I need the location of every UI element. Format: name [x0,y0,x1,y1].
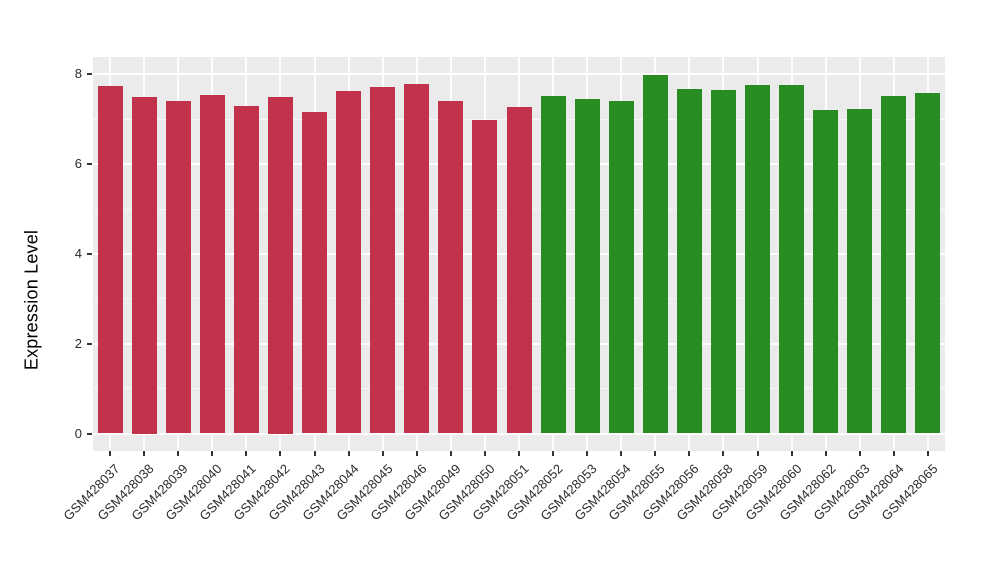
x-tick-GSM428062 [824,451,827,456]
x-tick-GSM428045 [381,451,384,456]
bar-GSM428041 [233,106,259,434]
x-tick-GSM428054 [620,451,623,456]
x-tick-GSM428063 [858,451,861,456]
bar-GSM428052 [540,95,566,434]
y-tick-0 [87,432,92,435]
x-tick-GSM428037 [109,451,112,456]
x-tick-GSM428064 [892,451,895,456]
bar-GSM428065 [915,93,941,434]
x-tick-GSM428051 [518,451,520,456]
x-tick-GSM428049 [449,451,452,456]
x-tick-GSM428065 [926,451,929,456]
x-tick-GSM428042 [279,451,282,456]
x-tick-GSM428059 [756,451,759,456]
bar-GSM428060 [779,85,805,434]
x-tick-GSM428053 [586,451,589,456]
x-tick-GSM428052 [552,451,555,456]
y-tick-2 [87,342,92,345]
y-tick-label-2: 2 [74,335,82,351]
bar-GSM428046 [404,84,430,434]
bar-GSM428054 [608,101,634,434]
x-tick-GSM428060 [790,451,793,456]
bar-GSM428039 [165,100,191,434]
y-tick-label-8: 8 [74,66,82,82]
bar-GSM428038 [131,96,157,434]
bar-GSM428056 [676,88,702,434]
bar-GSM428050 [472,119,498,434]
bar-GSM428058 [710,89,736,434]
bar-GSM428062 [813,110,839,434]
x-tick-GSM428055 [654,451,657,456]
x-tick-GSM428039 [177,451,180,456]
bar-GSM428043 [302,112,328,434]
y-tick-label-4: 4 [74,245,82,261]
x-tick-GSM428041 [245,451,248,456]
y-tick-label-0: 0 [74,425,82,441]
plot-panel [93,57,945,451]
bar-GSM428049 [438,101,464,434]
x-tick-GSM428058 [722,451,725,456]
x-tick-GSM428044 [347,451,350,456]
x-tick-GSM428040 [211,451,214,456]
y-tick-4 [87,252,92,255]
bar-GSM428063 [847,109,873,434]
bar-GSM428059 [745,84,771,434]
x-tick-GSM428043 [313,451,316,456]
x-tick-GSM428056 [688,451,691,456]
bar-GSM428042 [267,96,293,434]
x-tick-GSM428038 [143,451,146,456]
bar-GSM428044 [336,90,362,434]
y-tick-6 [87,163,92,166]
bar-GSM428040 [199,94,225,434]
x-tick-GSM428046 [415,451,418,456]
bar-GSM428064 [881,95,907,434]
bar-GSM428053 [574,99,600,434]
bar-GSM428055 [642,75,668,434]
bar-GSM428037 [97,85,123,434]
y-axis-title: Expression Level [21,229,42,371]
bar-GSM428045 [370,86,396,434]
y-tick-8 [87,73,92,76]
y-tick-label-6: 6 [74,156,82,172]
x-tick-GSM428050 [483,451,486,456]
bar-GSM428051 [506,107,532,434]
